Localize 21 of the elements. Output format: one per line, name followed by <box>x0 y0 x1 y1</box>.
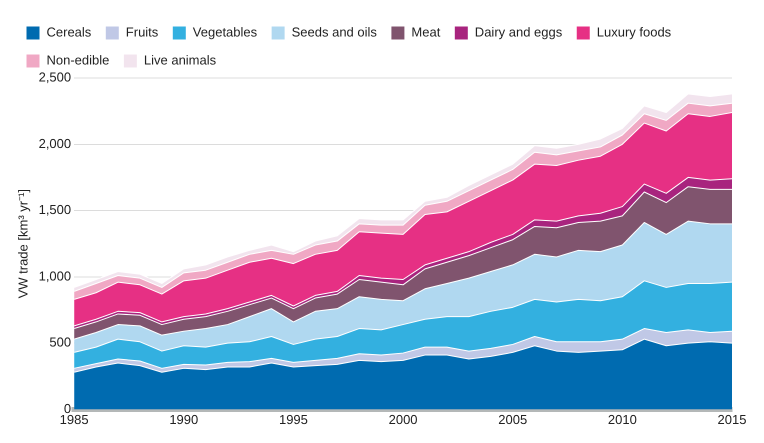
y-tick-label: 500 <box>49 334 72 350</box>
y-tick-label: 2,000 <box>38 136 72 151</box>
x-tick-label: 1995 <box>278 412 308 427</box>
x-tick-label: 1990 <box>169 412 198 427</box>
legend-label: Vegetables <box>192 24 258 40</box>
x-tick-label: 2000 <box>388 412 418 427</box>
x-tick-label: 2015 <box>718 412 746 427</box>
x-tick-label: 2010 <box>608 412 637 427</box>
x-tick-label: 2005 <box>498 412 528 427</box>
y-axis-title: VW trade [km³ yr⁻¹] <box>15 188 30 298</box>
legend-label: Seeds and oils <box>292 24 378 40</box>
legend-label: Luxury foods <box>596 24 672 40</box>
legend-label: Dairy and eggs <box>474 24 563 40</box>
legend-label: Fruits <box>126 24 159 40</box>
legend-label: Live animals <box>144 52 217 68</box>
y-tick-label: 2,500 <box>38 70 72 85</box>
y-tick-label: 1,000 <box>38 268 72 284</box>
legend-label: Meat <box>411 24 441 40</box>
legend-label: Cereals <box>46 24 92 40</box>
y-tick-label: 1,500 <box>38 202 72 218</box>
legend-label: Non-edible <box>46 52 110 68</box>
